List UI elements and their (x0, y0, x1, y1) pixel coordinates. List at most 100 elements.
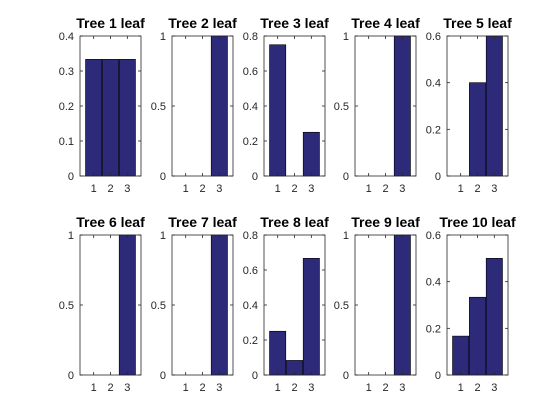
y-tick-label: 0 (343, 370, 349, 382)
subplot-title: Tree 8 leaf (260, 214, 329, 230)
y-tick-label: 0.3 (59, 66, 74, 78)
bar-3 (393, 35, 411, 177)
x-tick-label: 3 (124, 382, 130, 394)
subplot-title: Tree 2 leaf (168, 15, 237, 31)
subplot-title: Tree 10 leaf (439, 214, 516, 230)
y-tick-label: 1 (160, 230, 166, 242)
x-tick-label: 1 (366, 183, 372, 195)
bar-3 (485, 35, 503, 177)
y-tick-label: 0.4 (243, 101, 258, 113)
y-tick-label: 1 (343, 230, 349, 242)
x-tick-label: 1 (275, 382, 281, 394)
bar-1 (452, 335, 470, 376)
y-tick-label: 1 (343, 31, 349, 43)
x-tick-label: 3 (308, 382, 314, 394)
bar-3 (393, 234, 411, 376)
y-tick-label: 0 (160, 171, 166, 183)
bar-3 (302, 258, 320, 376)
y-tick-label: 1 (68, 230, 74, 242)
x-tick-label: 2 (199, 183, 205, 195)
y-tick-label: 0.4 (59, 31, 74, 43)
x-tick-label: 3 (399, 183, 405, 195)
x-tick-label: 1 (275, 183, 281, 195)
x-tick-label: 3 (124, 183, 130, 195)
subplot-title: Tree 9 leaf (351, 214, 420, 230)
y-tick-label: 0.2 (243, 136, 258, 148)
y-tick-label: 0.6 (426, 31, 441, 43)
y-tick-label: 0.5 (334, 300, 349, 312)
x-tick-label: 1 (458, 382, 464, 394)
y-tick-label: 0.5 (59, 300, 74, 312)
bar-3 (210, 234, 228, 376)
y-tick-label: 0.1 (59, 136, 74, 148)
y-tick-label: 0.8 (243, 31, 258, 43)
x-tick-label: 1 (183, 382, 189, 394)
y-tick-label: 0.2 (426, 323, 441, 335)
bar-3 (118, 59, 136, 177)
y-tick-label: 0 (252, 171, 258, 183)
x-tick-label: 3 (308, 183, 314, 195)
y-tick-label: 0.2 (59, 101, 74, 113)
x-tick-label: 3 (399, 382, 405, 394)
y-tick-label: 0 (68, 370, 74, 382)
subplot-title: Tree 6 leaf (76, 214, 145, 230)
subplot-title: Tree 5 leaf (443, 15, 512, 31)
y-tick-label: 0.4 (426, 78, 441, 90)
y-tick-label: 0.6 (243, 265, 258, 277)
y-tick-label: 0.8 (243, 230, 258, 242)
subplot-8: Tree 8 leaf 0 0.2 0.4 0.6 0.8 1 2 3 (243, 214, 329, 394)
bar-1 (85, 59, 103, 177)
y-tick-label: 0.5 (334, 101, 349, 113)
x-tick-label: 1 (91, 183, 97, 195)
y-tick-label: 0 (343, 171, 349, 183)
x-tick-label: 2 (107, 382, 113, 394)
subplot-title: Tree 4 leaf (351, 15, 420, 31)
x-tick-label: 2 (199, 382, 205, 394)
y-tick-label: 0.4 (426, 277, 441, 289)
y-tick-label: 0 (435, 171, 441, 183)
x-tick-label: 3 (491, 183, 497, 195)
bar-2 (469, 296, 486, 376)
x-tick-label: 1 (458, 183, 464, 195)
y-tick-label: 0.6 (243, 66, 258, 78)
y-tick-label: 0.4 (243, 300, 258, 312)
subplot-title: Tree 3 leaf (260, 15, 329, 31)
subplot-3: Tree 3 leaf 0 0.2 0.4 0.6 0.8 1 2 3 (243, 15, 329, 195)
y-tick-label: 0.2 (426, 124, 441, 136)
x-tick-label: 2 (382, 382, 388, 394)
x-tick-label: 1 (91, 382, 97, 394)
x-tick-label: 3 (216, 183, 222, 195)
y-tick-label: 0 (68, 171, 74, 183)
y-tick-label: 0 (435, 370, 441, 382)
bar-3 (118, 234, 136, 376)
subplot-title: Tree 1 leaf (76, 15, 145, 31)
y-tick-label: 0.6 (426, 230, 441, 242)
bar-1 (269, 44, 287, 177)
bar-3 (485, 258, 503, 376)
x-tick-label: 3 (491, 382, 497, 394)
bar-2 (102, 59, 119, 177)
y-tick-label: 0.5 (151, 300, 166, 312)
x-tick-label: 3 (216, 382, 222, 394)
bar-3 (210, 35, 228, 177)
x-tick-label: 2 (107, 183, 113, 195)
x-tick-label: 2 (291, 183, 297, 195)
y-tick-label: 0.5 (151, 101, 166, 113)
bar-1 (269, 330, 287, 376)
y-tick-label: 1 (160, 31, 166, 43)
x-tick-label: 1 (183, 183, 189, 195)
subplot-title: Tree 7 leaf (168, 214, 237, 230)
x-tick-label: 2 (474, 382, 480, 394)
y-tick-label: 0.2 (243, 335, 258, 347)
y-tick-label: 0 (160, 370, 166, 382)
x-tick-label: 1 (366, 382, 372, 394)
bar-2 (469, 82, 486, 177)
x-tick-label: 2 (291, 382, 297, 394)
subplot-1: Tree 1 leaf 0 0.1 0.2 0.3 0.4 1 2 3 (59, 15, 145, 195)
